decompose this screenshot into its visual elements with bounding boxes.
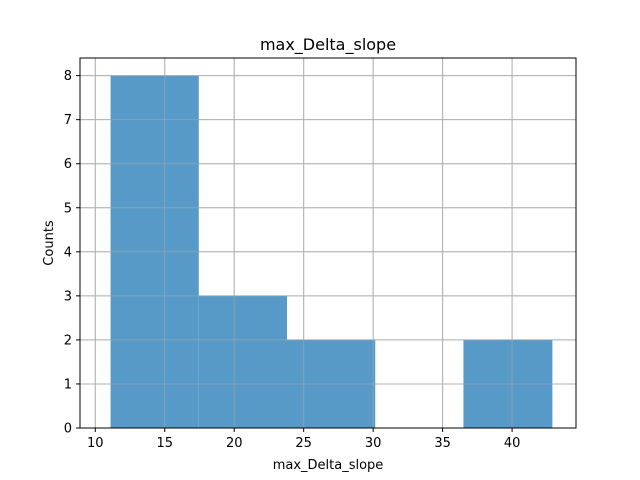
histogram-bar — [110, 75, 199, 428]
y-axis-ticks: 0 1 2 3 4 5 6 7 8 — [64, 69, 80, 437]
plot-frame — [79, 57, 577, 429]
y-axis-label: Counts — [42, 220, 57, 266]
y-tick-label: 5 — [64, 201, 72, 216]
histogram-bar — [198, 295, 288, 428]
y-tick-label: 0 — [64, 422, 72, 437]
y-tick-label: 1 — [64, 377, 72, 392]
y-tick-label: 7 — [64, 113, 72, 128]
y-tick-label: 3 — [64, 289, 72, 304]
y-tick-label: 2 — [64, 333, 72, 348]
x-tick-label: 15 — [156, 436, 173, 451]
x-tick-label: 25 — [295, 436, 312, 451]
y-tick-label: 8 — [64, 69, 72, 84]
x-tick-label: 30 — [365, 436, 382, 451]
x-tick-label: 10 — [87, 436, 104, 451]
x-tick-label: 35 — [434, 436, 451, 451]
histogram-bars — [110, 75, 553, 428]
histogram-bar — [463, 339, 553, 428]
chart-title: max_Delta_slope — [260, 35, 396, 55]
x-axis-ticks: 10 15 20 25 30 35 40 — [87, 428, 520, 451]
x-axis-label: max_Delta_slope — [273, 458, 384, 473]
y-tick-label: 6 — [64, 157, 72, 172]
x-tick-label: 20 — [226, 436, 243, 451]
histogram-bar — [287, 339, 376, 428]
y-tick-label: 4 — [64, 245, 72, 260]
x-tick-label: 40 — [504, 436, 521, 451]
